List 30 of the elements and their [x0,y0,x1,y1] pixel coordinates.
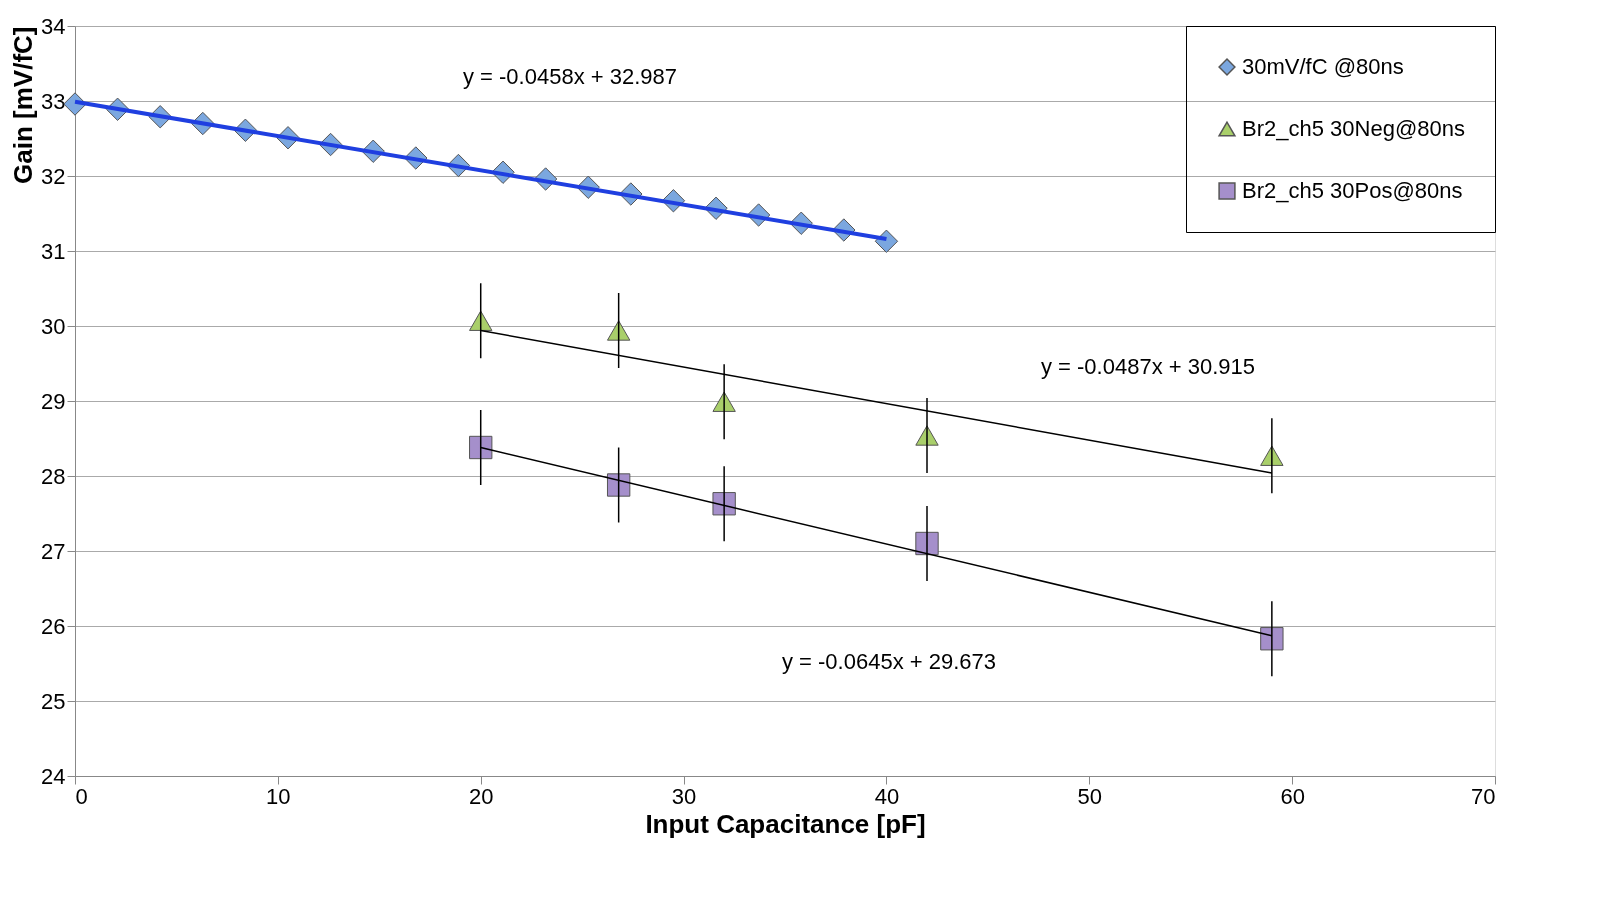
legend-label: 30mV/fC @80ns [1242,54,1404,79]
legend-label: Br2_ch5 30Neg@80ns [1242,116,1465,141]
x-tick-label: 40 [874,783,900,809]
x-tick-label: 0 [75,783,88,809]
x-tick-label: 70 [1471,783,1496,809]
y-tick-label: 32 [41,163,66,189]
annotation: y = -0.0487x + 30.915 [1040,354,1256,379]
point [469,310,493,331]
point [606,320,631,341]
y-tick-label: 34 [41,13,66,39]
y-tick-label: 30 [41,313,66,339]
y-axis-title: Gain [mV/fC] [8,26,39,184]
point [469,435,493,460]
legend-label: Br2_ch5 30Pos@80ns [1242,178,1463,203]
x-tick-label: 50 [1077,783,1103,809]
annotation: y = -0.0458x + 32.987 [462,64,678,89]
x-tick-label: 10 [266,783,291,809]
y-tick-label: 28 [41,463,66,489]
y-tick-label: 29 [41,388,66,414]
y-tick-label: 26 [41,613,66,639]
x-tick-label: 30 [671,783,697,809]
y-tick-label: 31 [41,238,66,264]
y-tick-label: 27 [41,538,66,564]
y-tick-label: 25 [41,688,66,714]
x-tick-label: 60 [1280,783,1305,809]
annotation: y = -0.0645x + 29.673 [781,649,997,674]
x-tick-label: 20 [468,783,494,809]
x-axis-title: Input Capacitance [pF] [645,808,926,839]
y-tick-label: 24 [41,763,66,789]
y-tick-label: 33 [41,88,66,114]
